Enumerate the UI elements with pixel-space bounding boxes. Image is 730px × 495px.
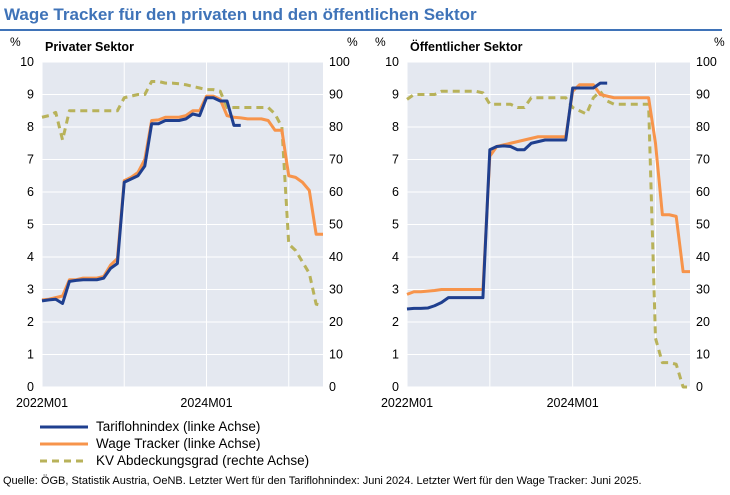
y2-tick-label: 0 bbox=[329, 380, 336, 394]
y2-tick-label: 30 bbox=[329, 283, 343, 297]
y2-tick-label: 50 bbox=[329, 218, 343, 232]
y-tick-label: 3 bbox=[392, 283, 399, 297]
y2-tick-label: 80 bbox=[696, 120, 710, 134]
series-line-tariflohnindex bbox=[406, 81, 608, 311]
y2-tick-label: 70 bbox=[329, 153, 343, 167]
y-tick-label: 4 bbox=[392, 250, 399, 264]
y2-tick-label: 100 bbox=[329, 55, 350, 69]
y-tick-label: 2 bbox=[392, 315, 399, 329]
series-line-kv-abdeckungsgrad bbox=[406, 89, 690, 389]
x-tick-label: 2024M01 bbox=[180, 396, 232, 410]
y-tick-label: 3 bbox=[27, 283, 34, 297]
y2-tick-label: 90 bbox=[329, 88, 343, 102]
y-tick-label: 0 bbox=[392, 380, 399, 394]
legend-item-wage-tracker: Wage Tracker (linke Achse) bbox=[38, 435, 309, 452]
legend-swatch-kv-abdeckungsgrad bbox=[38, 452, 90, 469]
page-title: Wage Tracker für den privaten und den öf… bbox=[4, 5, 477, 24]
y-tick-label: 5 bbox=[392, 218, 399, 232]
y-tick-label: 6 bbox=[27, 185, 34, 199]
right-axis-unit: % bbox=[714, 35, 725, 49]
x-tick-label: 2022M01 bbox=[381, 396, 433, 410]
left-axis-unit: % bbox=[375, 35, 386, 49]
y-tick-label: 4 bbox=[27, 250, 34, 264]
y-tick-label: 9 bbox=[392, 88, 399, 102]
y2-tick-label: 80 bbox=[329, 120, 343, 134]
legend-item-kv-abdeckungsgrad: KV Abdeckungsgrad (rechte Achse) bbox=[38, 452, 309, 469]
y-tick-label: 7 bbox=[27, 153, 34, 167]
series-line-wage-tracker bbox=[406, 83, 690, 296]
panel-title: Privater Sektor bbox=[45, 40, 134, 54]
y-tick-label: 1 bbox=[392, 348, 399, 362]
y2-tick-label: 40 bbox=[696, 250, 710, 264]
legend-item-tariflohnindex: Tariflohnindex (linke Achse) bbox=[38, 418, 309, 435]
y-tick-label: 10 bbox=[385, 55, 399, 69]
source-note: Quelle: ÖGB, Statistik Austria, OeNB. Le… bbox=[3, 475, 642, 487]
right-axis-unit: % bbox=[347, 35, 358, 49]
y2-tick-label: 40 bbox=[329, 250, 343, 264]
x-tick-label: 2022M01 bbox=[16, 396, 68, 410]
y-tick-label: 2 bbox=[27, 315, 34, 329]
y2-tick-label: 70 bbox=[696, 153, 710, 167]
y2-tick-label: 20 bbox=[696, 315, 710, 329]
legend-swatch-wage-tracker bbox=[38, 435, 90, 452]
legend-label: KV Abdeckungsgrad (rechte Achse) bbox=[96, 453, 310, 468]
y2-tick-label: 0 bbox=[696, 380, 703, 394]
series-line-wage-tracker bbox=[41, 94, 323, 302]
y-tick-label: 1 bbox=[27, 348, 34, 362]
y-tick-label: 10 bbox=[20, 55, 34, 69]
y2-tick-label: 10 bbox=[329, 348, 343, 362]
y-tick-label: 8 bbox=[392, 120, 399, 134]
y2-tick-label: 10 bbox=[696, 348, 710, 362]
y-tick-label: 8 bbox=[27, 120, 34, 134]
title-rule bbox=[0, 29, 722, 31]
panel-title: Öffentlicher Sektor bbox=[410, 39, 523, 54]
y-tick-label: 5 bbox=[27, 218, 34, 232]
left-axis-unit: % bbox=[10, 35, 21, 49]
legend-swatch-tariflohnindex bbox=[38, 418, 90, 435]
series-line-tariflohnindex bbox=[41, 96, 241, 305]
y2-tick-label: 50 bbox=[696, 218, 710, 232]
legend: Tariflohnindex (linke Achse) Wage Tracke… bbox=[38, 418, 309, 469]
legend-label: Wage Tracker (linke Achse) bbox=[96, 436, 261, 451]
y2-tick-label: 20 bbox=[329, 315, 343, 329]
y-tick-label: 0 bbox=[27, 380, 34, 394]
y2-tick-label: 90 bbox=[696, 88, 710, 102]
y2-tick-label: 60 bbox=[329, 185, 343, 199]
y2-tick-label: 30 bbox=[696, 283, 710, 297]
y-tick-label: 7 bbox=[392, 153, 399, 167]
legend-label: Tariflohnindex (linke Achse) bbox=[96, 419, 261, 434]
y2-tick-label: 60 bbox=[696, 185, 710, 199]
x-tick-label: 2024M01 bbox=[547, 396, 599, 410]
y-tick-label: 6 bbox=[392, 185, 399, 199]
y-tick-label: 9 bbox=[27, 88, 34, 102]
y2-tick-label: 100 bbox=[696, 55, 717, 69]
